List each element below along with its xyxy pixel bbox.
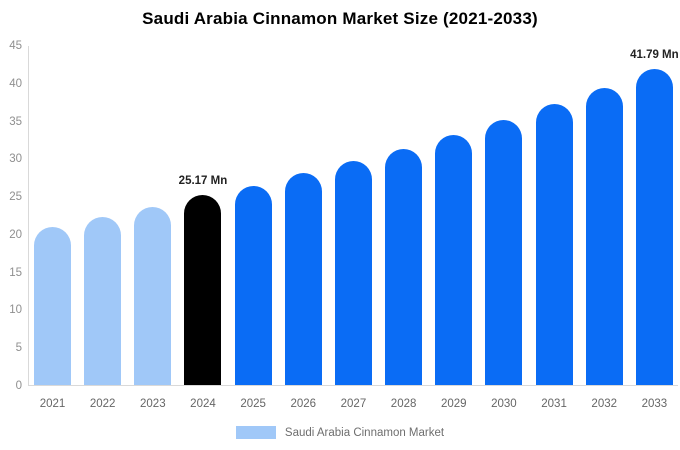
x-axis-label-2028: 2028 [390,398,417,410]
bar-2033[interactable] [635,69,673,385]
bar-2021[interactable] [34,227,71,385]
legend-swatch [235,426,276,439]
y-tick-label-40: 40 [9,77,22,90]
bar-group-2025: 2025 [234,46,272,410]
x-axis-label-2030: 2030 [491,398,517,410]
x-axis-label-2026: 2026 [290,398,317,410]
y-tick-label-35: 35 [9,115,22,128]
bar-2026[interactable] [284,173,322,385]
bar-group-2029: 2029 [435,46,473,410]
y-tick-label-5: 5 [15,342,22,355]
x-axis-label-2033: 2033 [641,398,668,410]
y-tick-label-0: 0 [15,380,22,392]
bar-value-label-2033: 41.79 Mn [630,49,679,62]
legend-label: Saudi Arabia Cinnamon Market [284,426,445,439]
y-tick-label-10: 10 [9,304,22,317]
y-tick-label-25: 25 [9,191,22,204]
bar-2028[interactable] [385,149,423,385]
y-tick-label-30: 30 [9,153,22,166]
bar-2031[interactable] [535,103,573,385]
bar-group-2027: 2027 [334,46,372,410]
x-axis-label-2022: 2022 [89,398,116,410]
bar-2023[interactable] [134,207,172,385]
bar-group-2033: 41.79 Mn 2033 [630,46,679,410]
x-axis-label-2027: 2027 [340,398,367,410]
bar-2029[interactable] [435,134,473,385]
bar-group-2024: 25.17 Mn 2024 [179,46,228,410]
x-axis-label-2032: 2032 [591,398,618,410]
y-axis: 0 5 10 15 20 25 30 35 40 45 [0,0,24,450]
bar-group-2026: 2026 [284,46,322,410]
bar-2024[interactable] [184,194,222,385]
x-axis-label-2023: 2023 [140,398,166,410]
bar-group-2023: 2023 [134,46,172,410]
x-axis-label-2029: 2029 [440,398,467,410]
bar-value-label-2024: 25.17 Mn [178,174,228,187]
x-axis-label-2031: 2031 [541,398,567,410]
x-axis-label-2024: 2024 [190,398,216,410]
bar-2025[interactable] [234,185,272,385]
y-tick-label-20: 20 [9,228,22,241]
y-tick-label-15: 15 [9,266,22,279]
bar-group-2032: 2032 [585,46,623,410]
bar-group-2028: 2028 [385,46,423,410]
bar-group-2021: 2021 [34,46,71,410]
bar-2022[interactable] [84,216,122,385]
bar-2030[interactable] [485,119,523,385]
bar-2027[interactable] [334,161,372,385]
chart-title: Saudi Arabia Cinnamon Market Size (2021-… [142,9,538,28]
x-axis-label-2025: 2025 [240,398,266,410]
bars-area: 2021 2022 2023 25.17 Mn 2024 2025 2026 2027 2028… [29,46,679,410]
bar-group-2031: 2031 [535,46,573,410]
plot-area: 2021 2022 2023 25.17 Mn 2024 2025 2026 2027 2028… [28,46,679,410]
legend-item[interactable]: Saudi Arabia Cinnamon Market [0,426,680,439]
bar-group-2030: 2030 [485,46,523,410]
y-tick-label-45: 45 [9,40,22,52]
bar-group-2022: 2022 [84,46,122,410]
x-axis-label-2021: 2021 [39,398,66,410]
bar-2032[interactable] [585,88,623,385]
